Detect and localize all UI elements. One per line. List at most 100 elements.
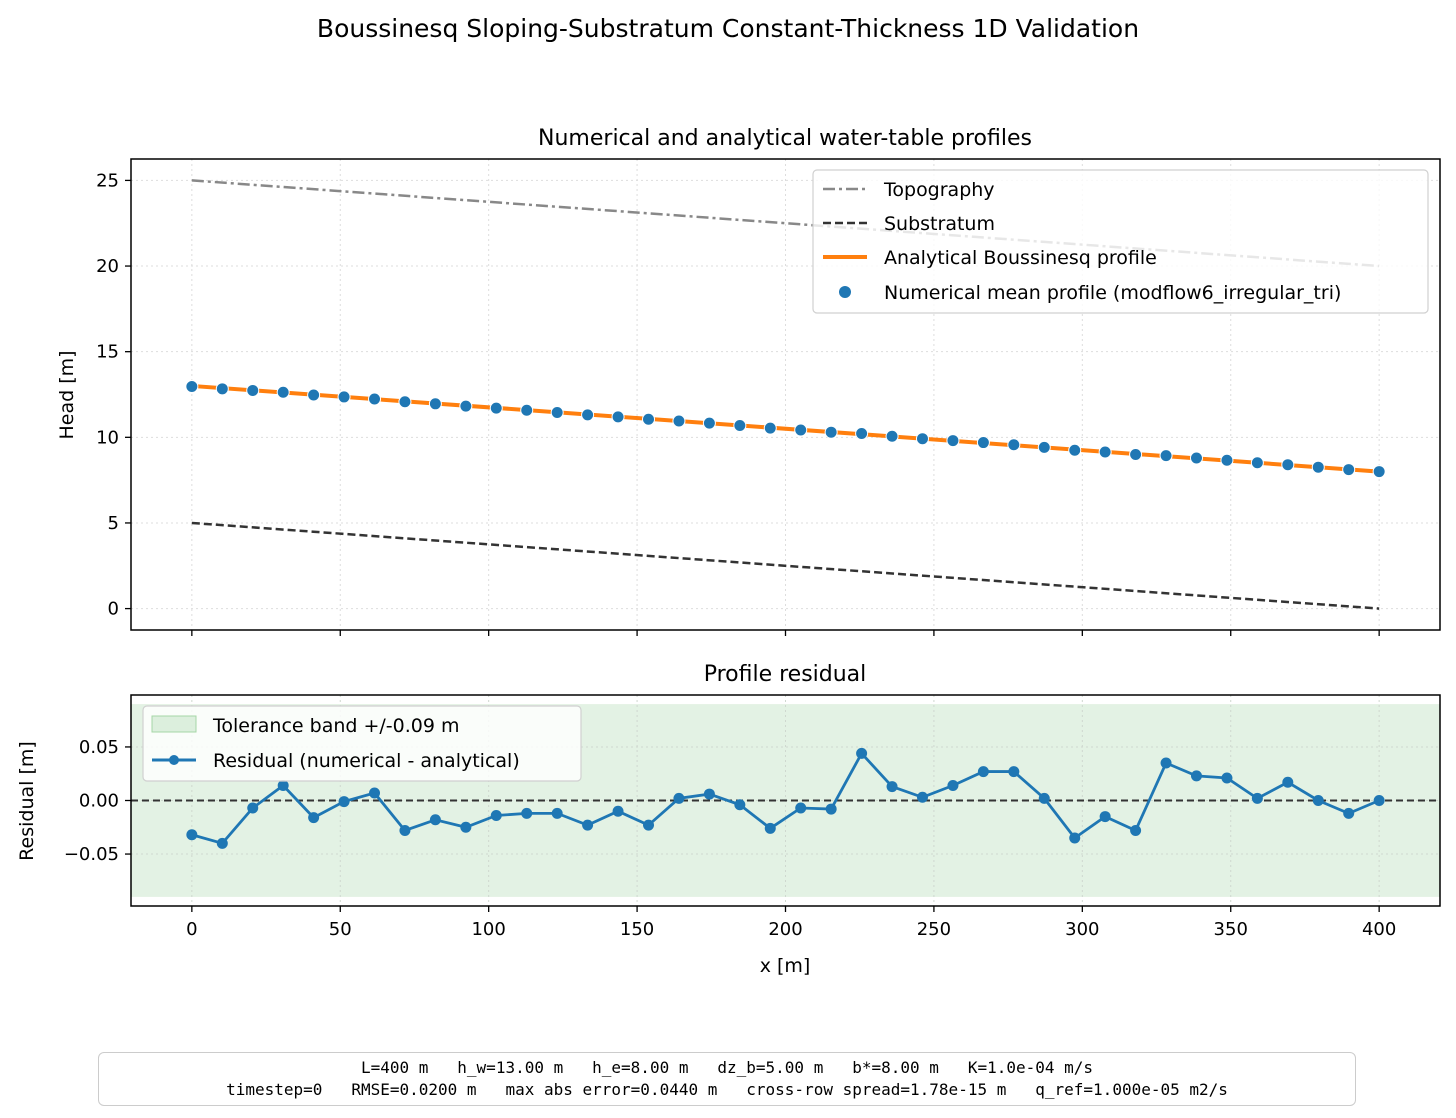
- residual-point: [886, 781, 898, 793]
- parameter-summary-line-1: L=400 m h_w=13.00 m h_e=8.00 m dz_b=5.00…: [360, 1058, 1094, 1077]
- residual-point: [795, 802, 807, 814]
- numerical-profile-point: [1250, 456, 1264, 470]
- residual-x-tick-label: 250: [917, 919, 951, 940]
- residual-point: [1251, 792, 1263, 804]
- numerical-profile-point: [1189, 451, 1203, 465]
- residual-point: [1373, 795, 1385, 806]
- numerical-profile-point: [581, 408, 595, 422]
- residual-point: [1343, 807, 1355, 819]
- legend-swatch-tolerance: [151, 715, 197, 733]
- residual-point: [1282, 776, 1294, 788]
- residual-point: [612, 805, 624, 817]
- residual-point: [947, 780, 959, 792]
- residual-point: [551, 807, 563, 819]
- legend-label-numerical: Numerical mean profile (modflow6_irregul…: [884, 282, 1341, 304]
- numerical-profile-point: [642, 412, 656, 426]
- numerical-profile-point: [733, 419, 747, 433]
- residual-point: [490, 809, 502, 821]
- residual-point: [1190, 770, 1202, 782]
- residual-point: [764, 822, 776, 834]
- numerical-profile-point: [1068, 443, 1082, 457]
- substratum-line: [191, 521, 1380, 610]
- residual-point: [856, 747, 868, 759]
- numerical-profile-point: [611, 410, 625, 424]
- legend-label-residual: Residual (numerical - analytical): [213, 750, 520, 772]
- numerical-profile-point: [672, 414, 686, 428]
- numerical-profile-point: [489, 401, 503, 415]
- residual-x-tick-label: 300: [1065, 919, 1099, 940]
- residual-point: [582, 819, 594, 831]
- numerical-profile-point: [1220, 453, 1234, 467]
- numerical-profile-point: [428, 397, 442, 411]
- head-axis-ticks: 0 5 10 15 20 25: [96, 170, 1380, 636]
- numerical-profile-point: [276, 385, 290, 399]
- numerical-profile-point: [368, 392, 382, 406]
- head-y-tick-label: 5: [108, 513, 119, 534]
- head-panel-title: Numerical and analytical water-table pro…: [538, 126, 1032, 151]
- numerical-profile-point: [1159, 449, 1173, 463]
- numerical-profile-point: [337, 390, 351, 404]
- residual-y-tick-label: 0.05: [79, 737, 119, 758]
- head-legend-frame: [812, 169, 1429, 314]
- residual-point: [1008, 766, 1020, 778]
- residual-point: [1069, 832, 1081, 844]
- numerical-profile-point: [1007, 438, 1021, 452]
- numerical-profile-point: [307, 388, 321, 402]
- legend-swatch-residual-marker: [169, 755, 179, 765]
- numerical-profile-point: [459, 399, 473, 413]
- residual-point: [643, 819, 655, 831]
- parameter-summary-line-2: timestep=0 RMSE=0.0200 m max abs error=0…: [226, 1080, 1228, 1099]
- numerical-profile-point: [1037, 440, 1051, 454]
- legend-swatch-numerical: [839, 286, 851, 298]
- residual-point: [1160, 757, 1172, 769]
- legend-label-analytical: Analytical Boussinesq profile: [884, 247, 1157, 269]
- residual-point: [1221, 772, 1233, 784]
- figure-title: Boussinesq Sloping-Substratum Constant-T…: [317, 14, 1139, 43]
- head-profile-panel: Numerical and analytical water-table pro…: [56, 126, 1441, 636]
- head-legend: Topography Substratum Analytical Boussin…: [812, 169, 1429, 314]
- residual-point: [673, 792, 685, 804]
- numerical-profile-point: [550, 405, 564, 419]
- residual-line: [191, 750, 1380, 845]
- residual-point: [1038, 792, 1050, 804]
- residual-point: [308, 812, 320, 824]
- numerical-profile-point: [915, 432, 929, 446]
- numerical-profile-point: [246, 383, 260, 397]
- residual-point: [734, 799, 746, 811]
- residual-point: [247, 802, 259, 814]
- residual-point: [369, 787, 381, 799]
- residual-point: [277, 780, 289, 792]
- legend-label-topography: Topography: [883, 179, 995, 201]
- residual-y-tick-label: −0.05: [64, 844, 119, 865]
- numerical-profile-point: [976, 436, 990, 450]
- parameter-summary-box: L=400 m h_w=13.00 m h_e=8.00 m dz_b=5.00…: [98, 1052, 1356, 1106]
- numerical-profile-point: [702, 416, 716, 430]
- numerical-profile-point: [1342, 463, 1356, 477]
- numerical-profile-point: [215, 382, 229, 396]
- numerical-profile-point: [1098, 445, 1112, 459]
- residual-point: [977, 766, 989, 778]
- numerical-profile-point: [885, 429, 899, 443]
- residual-x-tick-label: 100: [471, 919, 505, 940]
- residual-point: [916, 791, 928, 803]
- residual-point: [1099, 811, 1111, 823]
- numerical-profile-point: [1129, 447, 1143, 461]
- residual-point: [521, 807, 533, 819]
- residual-x-tick-label: 50: [329, 919, 352, 940]
- residual-point: [703, 788, 715, 800]
- residual-x-tick-label: 350: [1214, 919, 1248, 940]
- residual-legend-frame: [142, 705, 582, 782]
- numerical-profile-point: [1372, 465, 1386, 479]
- head-y-tick-label: 0: [108, 599, 119, 620]
- residual-point: [216, 837, 228, 849]
- numerical-profile-point: [1281, 458, 1295, 472]
- numerical-profile-point: [763, 421, 777, 435]
- head-y-tick-label: 15: [96, 342, 119, 363]
- residual-point: [460, 821, 472, 833]
- analytical-profile-line: [191, 383, 1380, 474]
- residual-legend: Tolerance band +/-0.09 m Residual (numer…: [142, 705, 582, 782]
- residual-point: [399, 824, 411, 836]
- residual-series: [131, 747, 1440, 849]
- numerical-profile-point: [794, 423, 808, 437]
